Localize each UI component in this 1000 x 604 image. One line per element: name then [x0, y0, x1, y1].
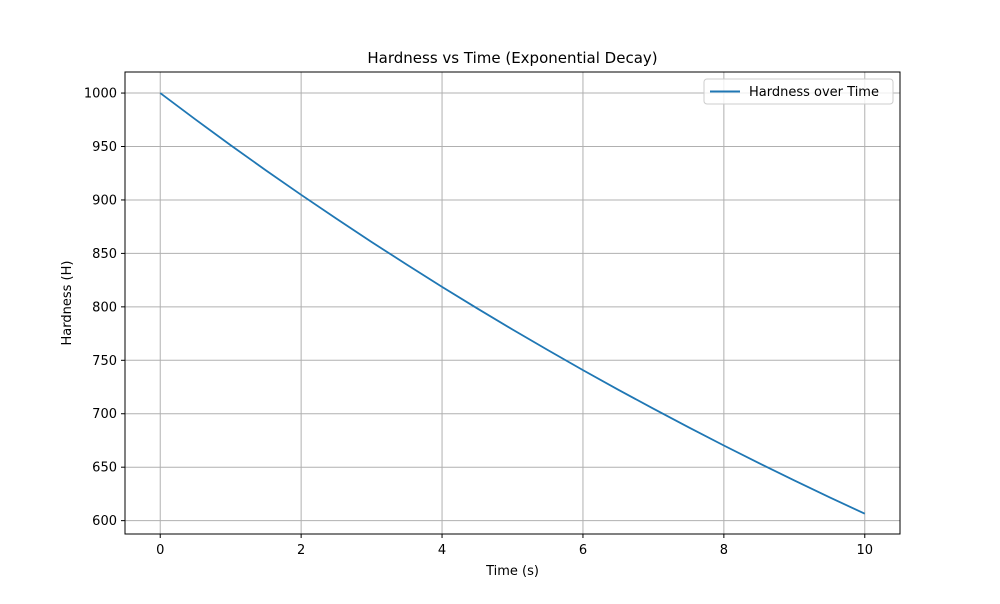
y-tick-label: 850	[92, 247, 117, 262]
x-tick-label: 6	[579, 543, 587, 558]
plot-frame	[124, 71, 901, 535]
y-tick-label: 650	[92, 461, 117, 476]
tick-layer: 0 2 4 6 8 10 600 650 700 750 800 850 900 950 1000	[84, 87, 873, 558]
legend-label: Hardness over Time	[749, 85, 879, 100]
y-tick-label: 900	[92, 193, 117, 208]
x-tick-label: 8	[720, 543, 728, 558]
y-tick-label: 950	[92, 140, 117, 155]
y-tick-label: 600	[92, 514, 117, 529]
y-tick-label: 1000	[84, 87, 117, 102]
series-line	[159, 92, 866, 515]
grid-layer	[125, 72, 900, 534]
x-tick-label: 2	[297, 543, 305, 558]
legend-box	[703, 78, 894, 105]
chart-title: Hardness vs Time (Exponential Decay)	[367, 49, 657, 67]
y-axis-label: Hardness (H)	[60, 261, 75, 346]
y-tick-label: 700	[92, 407, 117, 422]
legend: Hardness over Time	[703, 78, 894, 105]
y-tick-label: 800	[92, 300, 117, 315]
series-layer	[159, 92, 866, 515]
y-tick-label: 750	[92, 354, 117, 369]
x-tick-label: 0	[156, 543, 164, 558]
x-tick-label: 10	[856, 543, 873, 558]
x-tick-label: 4	[438, 543, 446, 558]
x-axis-label: Time (s)	[485, 564, 539, 579]
